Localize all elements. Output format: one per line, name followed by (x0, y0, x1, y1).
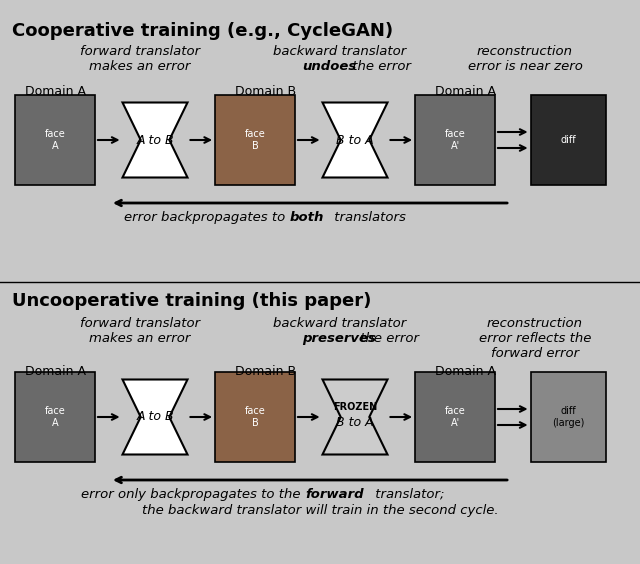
Text: error is near zero: error is near zero (468, 60, 582, 73)
Polygon shape (323, 103, 387, 178)
Text: face
A': face A' (445, 406, 465, 428)
Text: Uncooperative training (this paper): Uncooperative training (this paper) (12, 292, 371, 310)
Text: face
A: face A (45, 129, 65, 151)
Text: translator;: translator; (371, 488, 445, 501)
Text: forward: forward (305, 488, 364, 501)
Text: both: both (290, 211, 324, 224)
Text: error backpropagates to: error backpropagates to (125, 211, 290, 224)
Text: the backward translator will train in the second cycle.: the backward translator will train in th… (141, 504, 499, 517)
Text: backward translator: backward translator (273, 317, 406, 330)
FancyBboxPatch shape (15, 372, 95, 462)
FancyBboxPatch shape (531, 95, 605, 185)
Text: forward translator: forward translator (80, 317, 200, 330)
Text: undoes: undoes (302, 60, 356, 73)
Text: error reflects the: error reflects the (479, 332, 591, 345)
Polygon shape (323, 380, 387, 455)
Bar (5, 282, 635, 564)
Text: face
A: face A (45, 406, 65, 428)
Text: face
B: face B (244, 406, 266, 428)
Text: A to B: A to B (136, 411, 174, 424)
Text: the error: the error (356, 332, 419, 345)
Text: B to A: B to A (336, 134, 374, 147)
Text: diff: diff (560, 135, 576, 145)
FancyBboxPatch shape (15, 95, 95, 185)
Text: backward translator: backward translator (273, 45, 406, 58)
Text: makes an error: makes an error (90, 60, 191, 73)
Text: Cooperative training (e.g., CycleGAN): Cooperative training (e.g., CycleGAN) (12, 22, 393, 40)
Text: forward error: forward error (491, 347, 579, 360)
Text: FROZEN: FROZEN (333, 402, 377, 412)
Text: Domain B: Domain B (235, 85, 296, 98)
Text: diff
(large): diff (large) (552, 406, 584, 428)
FancyBboxPatch shape (415, 372, 495, 462)
Text: Domain B: Domain B (235, 365, 296, 378)
FancyBboxPatch shape (215, 372, 295, 462)
Text: B to A: B to A (336, 416, 374, 430)
Text: Domain A: Domain A (435, 365, 496, 378)
Text: Domain A: Domain A (25, 85, 86, 98)
Text: preserves: preserves (302, 332, 376, 345)
Bar (5, 5, 635, 275)
FancyBboxPatch shape (531, 372, 605, 462)
Text: Domain A: Domain A (435, 85, 496, 98)
FancyBboxPatch shape (215, 95, 295, 185)
Text: face
B: face B (244, 129, 266, 151)
Text: A to B: A to B (136, 134, 174, 147)
Text: forward translator: forward translator (80, 45, 200, 58)
Text: face
A': face A' (445, 129, 465, 151)
Text: error only backpropagates to the: error only backpropagates to the (81, 488, 305, 501)
Text: translators: translators (330, 211, 406, 224)
FancyBboxPatch shape (415, 95, 495, 185)
Text: makes an error: makes an error (90, 332, 191, 345)
Text: reconstruction: reconstruction (487, 317, 583, 330)
Polygon shape (122, 380, 188, 455)
Text: reconstruction: reconstruction (477, 45, 573, 58)
Polygon shape (122, 103, 188, 178)
Text: the error: the error (348, 60, 411, 73)
Text: Domain A: Domain A (25, 365, 86, 378)
